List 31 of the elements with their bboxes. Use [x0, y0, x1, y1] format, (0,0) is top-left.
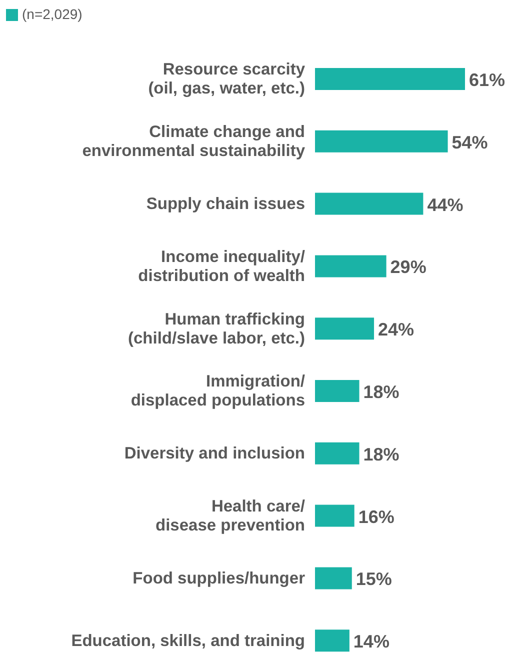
y-tick-label: Resource scarcity (oil, gas, water, etc.) [148, 60, 306, 98]
y-tick-label: Human trafficking (child/slave labor, etc.) [128, 310, 305, 348]
bar [315, 442, 360, 464]
legend-label: (n=2,029) [22, 6, 82, 22]
data-label: 24% [378, 320, 414, 340]
bar [315, 68, 465, 90]
data-label: 14% [353, 632, 390, 652]
bar [315, 567, 352, 590]
y-tick-label: Climate change and environmental sustainability [82, 123, 306, 160]
data-label: 44% [427, 194, 464, 215]
y-tick-label: Immigration/ displaced populations [130, 372, 306, 410]
data-label: 15% [356, 569, 392, 590]
data-label: 16% [358, 506, 394, 527]
bar [315, 130, 448, 152]
bar [315, 380, 360, 402]
y-tick-label: Education, skills, and training [71, 632, 305, 650]
y-tick-label: Income inequality/ distribution of wealth [138, 248, 306, 285]
y-tick-label: Health care/ disease prevention [156, 498, 306, 534]
data-label: 18% [363, 382, 400, 402]
bar [315, 255, 386, 278]
data-label: 54% [452, 132, 488, 152]
bar [315, 504, 354, 527]
y-tick-label: Food supplies/hunger [132, 569, 306, 588]
bar [315, 630, 350, 652]
bar [315, 318, 374, 340]
data-label: 29% [390, 257, 426, 278]
data-label: 61% [469, 70, 506, 90]
data-label: 18% [363, 444, 400, 464]
bar [315, 192, 424, 215]
y-tick-label: Supply chain issues [146, 195, 305, 213]
y-tick-label: Diversity and inclusion [124, 444, 305, 463]
